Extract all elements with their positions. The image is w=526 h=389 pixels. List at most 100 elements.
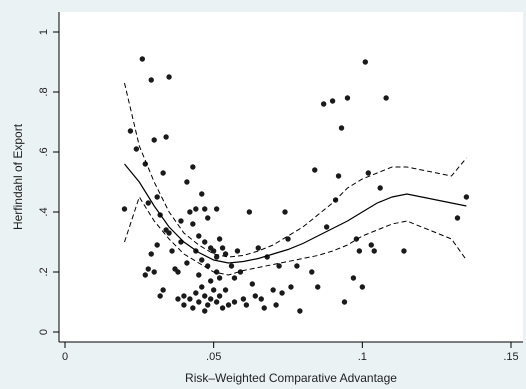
y-tick-label: 1	[38, 29, 50, 35]
data-point	[320, 101, 327, 107]
data-point	[288, 284, 294, 290]
data-point	[184, 260, 190, 266]
data-point	[255, 245, 261, 251]
data-point	[246, 209, 253, 215]
data-point	[231, 299, 238, 305]
data-point	[187, 296, 193, 302]
data-point	[205, 302, 211, 308]
data-point	[294, 263, 300, 269]
data-point	[181, 293, 187, 299]
data-point	[213, 206, 220, 212]
data-point	[341, 299, 348, 305]
x-tick-label: .05	[206, 351, 221, 363]
data-point	[353, 236, 360, 242]
data-point	[196, 272, 202, 278]
data-point	[213, 299, 220, 305]
y-axis-ticks: 0 .2 .4 .6 .8 1	[38, 29, 59, 335]
data-point	[279, 290, 285, 296]
y-axis-title: Herfindahl of Export	[11, 123, 25, 230]
data-point	[261, 305, 267, 311]
data-point	[234, 248, 241, 254]
data-point	[213, 254, 220, 260]
data-point	[193, 290, 199, 296]
data-point	[154, 242, 160, 248]
data-point	[359, 284, 366, 290]
data-point	[219, 305, 226, 311]
data-point	[377, 185, 383, 191]
data-point	[335, 173, 342, 179]
data-point	[184, 179, 190, 185]
data-point	[237, 269, 244, 275]
data-point	[252, 293, 258, 299]
y-tick-label: .6	[38, 147, 50, 156]
data-point	[282, 209, 288, 215]
plot-area	[59, 12, 523, 342]
data-point	[362, 59, 369, 65]
data-point	[365, 170, 371, 176]
x-tick-label: .15	[503, 351, 518, 363]
data-point	[181, 302, 187, 308]
y-tick-label: .8	[38, 87, 50, 96]
x-axis-ticks: 0 .05 .1 .15	[62, 342, 519, 363]
y-tick-label: .2	[38, 267, 50, 276]
data-point	[216, 236, 223, 242]
data-point	[166, 74, 172, 80]
data-point	[383, 95, 389, 101]
data-point	[356, 248, 363, 254]
data-point	[133, 146, 140, 152]
data-point	[207, 278, 214, 284]
data-point	[202, 308, 208, 314]
data-point	[121, 206, 128, 212]
data-point	[249, 281, 256, 287]
data-point	[190, 164, 196, 170]
data-point	[175, 269, 181, 275]
data-point	[199, 257, 205, 263]
data-point	[142, 272, 148, 278]
data-point	[368, 242, 374, 248]
data-point	[145, 266, 151, 272]
data-point	[178, 218, 184, 224]
fitted-line	[124, 163, 467, 264]
data-point	[190, 221, 196, 227]
data-point	[276, 263, 282, 269]
data-point	[169, 248, 175, 254]
data-point	[202, 293, 208, 299]
data-point	[222, 287, 229, 293]
x-tick-label: .1	[358, 351, 367, 363]
x-tick-label: 0	[62, 351, 68, 363]
data-point	[151, 269, 157, 275]
data-point	[222, 251, 229, 257]
data-point	[210, 287, 217, 293]
data-point	[228, 263, 235, 269]
data-point	[225, 302, 232, 308]
data-point	[219, 245, 226, 251]
data-point	[344, 95, 351, 101]
data-point	[190, 305, 196, 311]
fit-lines	[124, 82, 467, 276]
data-point	[196, 299, 202, 305]
lower-confidence-band	[124, 195, 467, 276]
data-point	[243, 302, 250, 308]
data-point	[199, 284, 205, 290]
data-point	[139, 56, 146, 62]
data-point	[401, 248, 407, 254]
y-tick-label: 0	[38, 329, 50, 335]
data-point	[329, 98, 336, 104]
data-point	[160, 170, 166, 176]
data-point	[258, 296, 264, 302]
data-point	[127, 128, 134, 134]
data-point	[175, 296, 181, 302]
data-point	[163, 227, 169, 233]
data-point	[213, 269, 220, 275]
data-point	[148, 251, 154, 257]
data-point	[145, 200, 151, 206]
data-point	[371, 248, 377, 254]
data-point	[240, 296, 247, 302]
data-point	[312, 167, 318, 173]
data-point	[285, 236, 291, 242]
data-point	[202, 239, 208, 245]
data-point	[463, 194, 470, 200]
data-point	[210, 248, 217, 254]
data-point	[154, 194, 160, 200]
